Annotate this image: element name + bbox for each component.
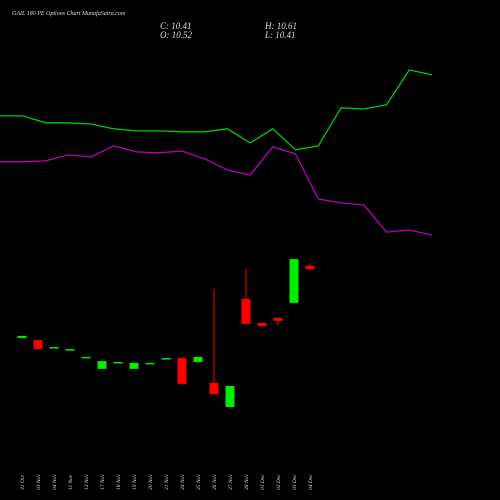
candle-body [49, 346, 59, 349]
indicator-line [0, 145, 433, 236]
x-tick-label: 01 Dec [260, 474, 266, 490]
candle-body [305, 265, 315, 270]
candle-body [17, 335, 27, 338]
candle-body [209, 382, 219, 395]
x-tick-label: 04 Dec [307, 474, 314, 490]
x-tick-label: 18 Nov [116, 474, 122, 490]
x-tick-label: 25 Nov [196, 474, 202, 490]
low-readout: L: 10.41 [264, 30, 296, 40]
x-tick-label: 24 Nov [179, 474, 186, 490]
x-tick-label: 03 Nov [36, 474, 42, 490]
candle-body [129, 362, 139, 369]
candle-body [97, 361, 107, 369]
x-tick-label: 17 Nov [100, 474, 106, 490]
candle-body [145, 362, 155, 365]
candle-body [113, 361, 123, 364]
x-tick-label: 03 Dec [292, 474, 298, 490]
indicator-line [0, 69, 433, 151]
candle-body [33, 340, 43, 350]
x-tick-label: 27 Nov [228, 474, 234, 490]
open-readout: O: 10.52 [160, 30, 192, 40]
x-tick-label: 04 Nov [51, 474, 58, 490]
x-tick-label: 19 Nov [132, 474, 138, 490]
candle-body [241, 298, 251, 324]
candle-body [81, 356, 91, 359]
x-tick-label: 26 Nov [212, 474, 218, 490]
x-tick-label: 21 Nov [164, 474, 170, 490]
high-readout: H: 10.61 [264, 21, 297, 31]
x-tick-label: 28 Nov [244, 474, 250, 490]
candle-body [225, 385, 235, 407]
x-tick-label: 11 Nov [68, 474, 74, 490]
candle-body [65, 349, 75, 351]
candle-body [257, 322, 267, 326]
candle-body [273, 317, 283, 321]
candle-body [289, 259, 299, 303]
x-tick-label: 31 Oct [20, 475, 26, 491]
candle-body [193, 356, 203, 362]
x-tick-label: 02 Dec [276, 474, 282, 490]
close-readout: C: 10.41 [160, 21, 192, 31]
x-tick-label: 20 Nov [148, 474, 154, 490]
x-tick-label: 12 Nov [84, 474, 90, 490]
candle-body [161, 358, 171, 360]
candle-body [177, 358, 187, 384]
chart-title: GAIL 180 PE Options Chart MunafaSutra.co… [12, 10, 126, 17]
